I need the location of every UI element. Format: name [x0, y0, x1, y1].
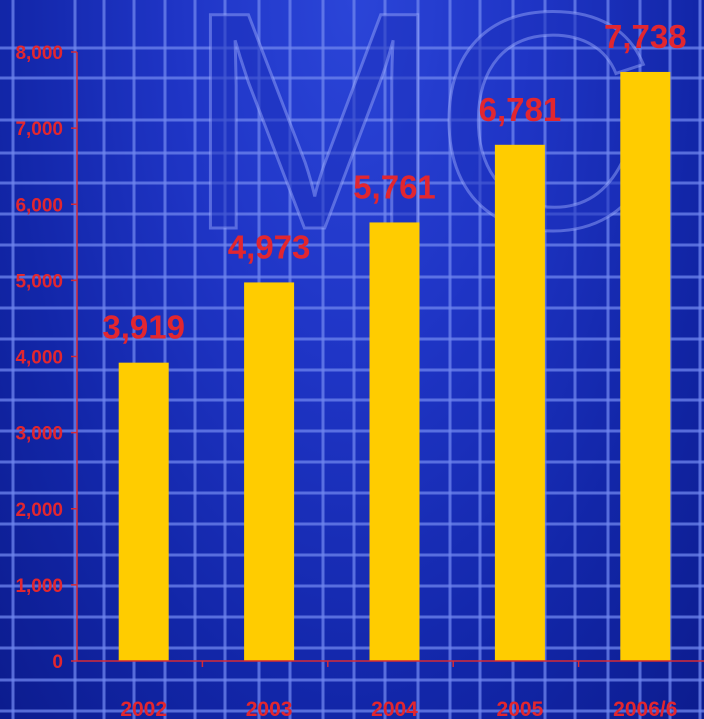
- bar: [494, 144, 545, 661]
- data-label: 6,781: [479, 91, 562, 128]
- y-axis-tick-labels: 0 1,000 2,000 3,000 4,000 5,000 6,000 7,000 8,00…: [15, 43, 63, 673]
- bar: [118, 362, 169, 661]
- axes: [71, 51, 704, 667]
- data-label: 7,738: [604, 18, 687, 55]
- y-tick-label: 5,000: [15, 271, 63, 292]
- data-label: 5,761: [353, 168, 436, 205]
- y-tick-label: 0: [52, 652, 63, 673]
- bar: [620, 71, 671, 661]
- x-tick-label: 2003: [246, 698, 293, 719]
- bar: [369, 222, 420, 661]
- x-tick-label: 2005: [497, 698, 544, 719]
- bar: [244, 282, 295, 661]
- data-label: 3,919: [102, 309, 185, 346]
- x-tick-label: 2006/6: [613, 698, 677, 719]
- bar-series: [118, 71, 671, 661]
- y-tick-label: 2,000: [15, 500, 63, 521]
- y-tick-label: 4,000: [15, 348, 63, 369]
- y-tick-label: 6,000: [15, 195, 63, 216]
- x-tick-label: 2004: [371, 698, 418, 719]
- y-tick-label: 1,000: [15, 576, 63, 597]
- x-axis-tick-labels: 2002 2003 2004 2005 2006/6: [120, 698, 677, 719]
- y-tick-label: 3,000: [15, 424, 63, 445]
- x-tick-label: 2002: [120, 698, 167, 719]
- watermark-logo: MC: [185, 0, 647, 294]
- y-tick-label: 8,000: [15, 43, 63, 64]
- data-labels: 3,919 4,973 5,761 6,781 7,738: [102, 18, 686, 346]
- data-label: 4,973: [228, 228, 311, 265]
- y-tick-label: 7,000: [15, 119, 63, 140]
